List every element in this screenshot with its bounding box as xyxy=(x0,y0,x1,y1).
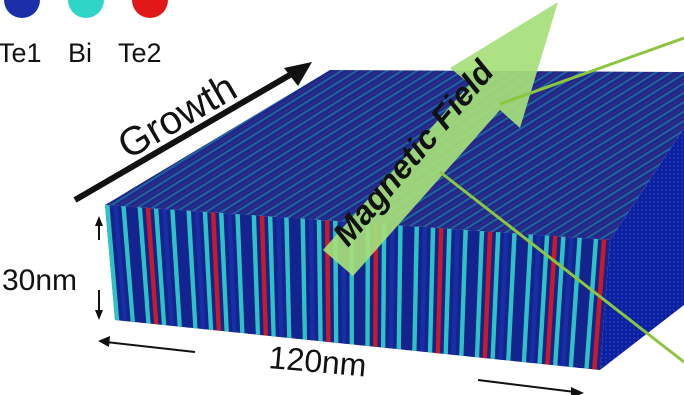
legend-swatch-te1 xyxy=(4,0,40,18)
atomic-column xyxy=(427,227,436,353)
atomic-column xyxy=(396,225,403,350)
atomic-column xyxy=(380,224,387,348)
legend-label-bi: Bi xyxy=(68,38,92,68)
growth-arrow xyxy=(73,62,312,203)
atomic-column xyxy=(292,217,300,339)
atomic-column xyxy=(284,217,292,339)
atomic-column xyxy=(498,232,509,360)
width-label: 120nm xyxy=(267,339,368,383)
atomic-column xyxy=(373,223,379,348)
atomic-column xyxy=(113,205,128,322)
magnetic-field-arrow xyxy=(323,2,558,276)
atomic-column xyxy=(521,234,534,363)
atomic-column xyxy=(170,209,182,327)
atomic-column xyxy=(584,238,599,369)
atomic-column xyxy=(592,239,607,370)
atomic-column xyxy=(529,234,542,364)
atomic-column xyxy=(153,208,167,326)
atomic-column xyxy=(537,235,550,364)
atomic-column xyxy=(459,229,468,356)
atomic-column xyxy=(482,231,493,359)
atomic-column xyxy=(388,224,395,349)
slab-top-face xyxy=(105,70,684,240)
atomic-column xyxy=(276,216,284,338)
atomic-column xyxy=(129,206,143,323)
thickness-label: 30nm xyxy=(2,264,77,297)
atomic-column xyxy=(202,211,214,331)
atomic-column xyxy=(316,219,323,342)
slab-side-face xyxy=(600,128,684,370)
atomic-column xyxy=(300,218,308,340)
atomic-column xyxy=(490,232,501,360)
atomic-column xyxy=(186,210,198,329)
atomic-column xyxy=(576,238,591,369)
legend-swatch-te2 xyxy=(132,0,168,18)
atomic-column xyxy=(178,210,190,328)
atomic-column xyxy=(467,230,477,357)
atomic-column xyxy=(404,225,411,351)
atomic-column xyxy=(162,208,175,327)
atomic-column xyxy=(219,212,229,332)
atomic-column xyxy=(545,236,558,365)
legend: Te1 Bi Te2 xyxy=(0,0,168,68)
pointer-lines xyxy=(439,36,684,364)
width-indicator xyxy=(98,336,584,395)
legend-label-te2: Te2 xyxy=(118,38,162,68)
atomic-column xyxy=(227,213,237,333)
atomic-column xyxy=(235,214,245,334)
atomic-column xyxy=(560,237,574,367)
legend-label-te1: Te1 xyxy=(0,38,42,68)
atomic-column xyxy=(243,214,253,335)
atomic-column xyxy=(412,226,419,352)
atomic-column xyxy=(513,233,525,362)
atomic-column xyxy=(308,219,315,341)
atomic-column xyxy=(194,211,206,330)
atomic-column xyxy=(568,237,582,368)
thickness-indicator xyxy=(95,216,103,320)
atomic-column xyxy=(474,230,485,358)
atomic-column xyxy=(145,207,159,325)
atomic-column xyxy=(435,228,444,354)
atomic-column xyxy=(267,216,276,337)
atomic-column xyxy=(105,205,120,321)
atomic-column xyxy=(121,206,135,323)
atomic-column xyxy=(210,212,221,331)
atomic-column xyxy=(259,215,268,336)
atomic-column xyxy=(137,207,151,324)
atomic-column xyxy=(451,229,460,356)
legend-swatch-bi xyxy=(68,0,104,18)
atomic-column xyxy=(420,227,428,352)
atomic-column xyxy=(251,215,261,335)
atomic-column xyxy=(443,228,452,355)
atomic-column xyxy=(506,233,517,361)
